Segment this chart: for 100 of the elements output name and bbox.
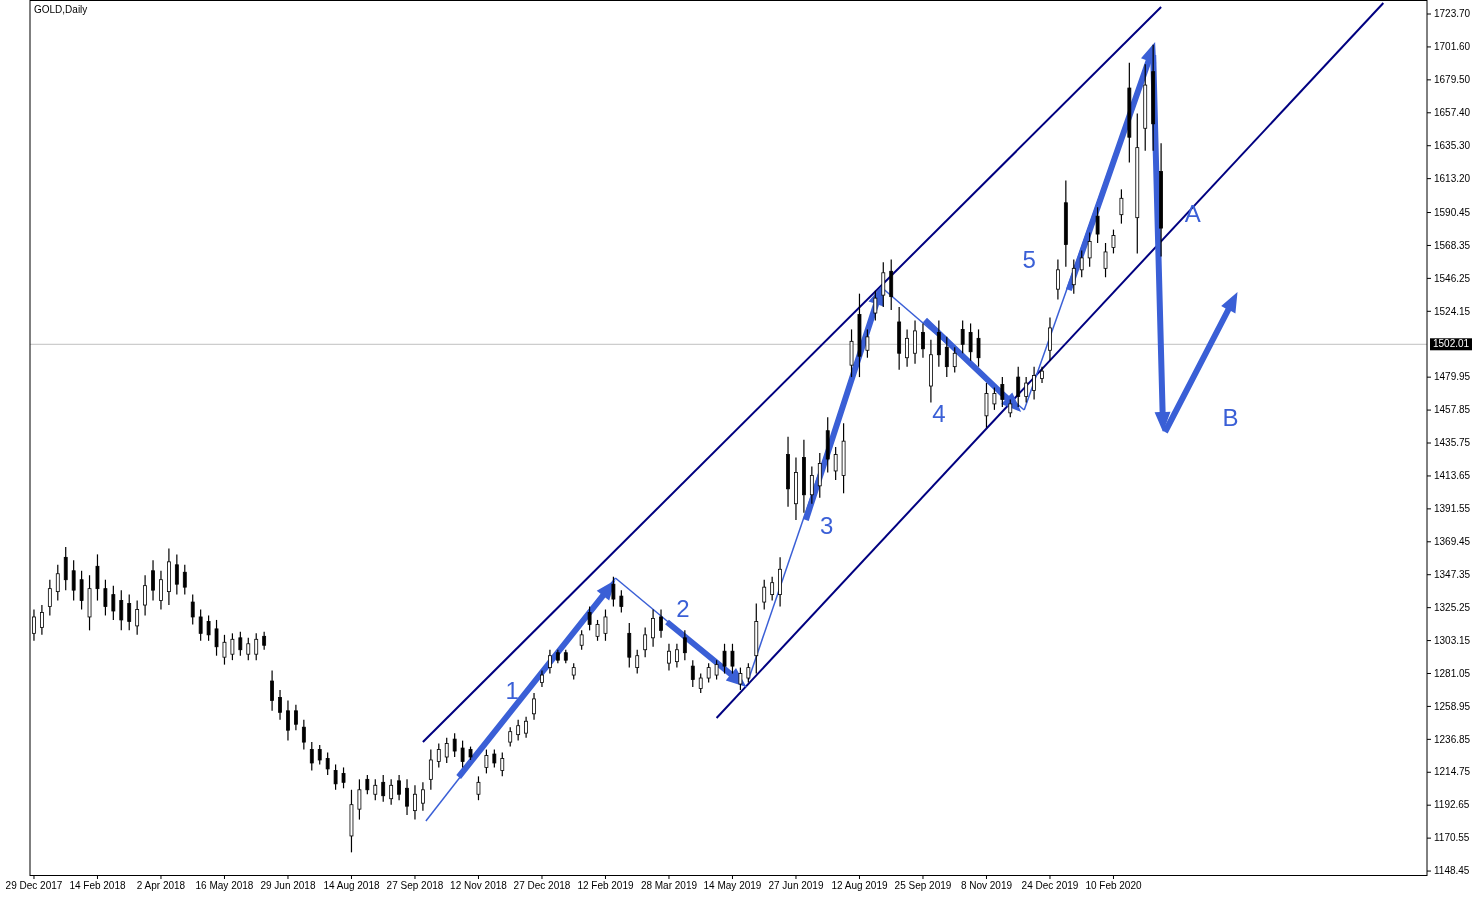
candlestick bbox=[1119, 188, 1124, 225]
candlestick bbox=[151, 559, 155, 602]
candlestick bbox=[190, 594, 195, 625]
candlestick bbox=[182, 564, 187, 596]
candlestick bbox=[71, 559, 76, 602]
x-tick-label: 24 Dec 2019 bbox=[1021, 880, 1079, 891]
y-tick-label: 1391.55 bbox=[1434, 503, 1471, 515]
candlestick bbox=[159, 570, 163, 611]
x-tick-label: 25 Sep 2019 bbox=[894, 880, 952, 891]
x-tick-label: 14 May 2019 bbox=[703, 880, 762, 891]
candlestick bbox=[849, 328, 854, 378]
candlestick bbox=[675, 643, 679, 669]
candlestick bbox=[1016, 366, 1021, 408]
y-tick-label: 1258.95 bbox=[1434, 700, 1471, 712]
candlestick bbox=[643, 626, 648, 658]
y-tick-label: 1723.70 bbox=[1434, 8, 1471, 20]
candlestick bbox=[913, 319, 917, 365]
candlestick bbox=[714, 659, 719, 681]
candlestick bbox=[460, 740, 465, 769]
x-tick-label: 14 Aug 2018 bbox=[323, 880, 380, 891]
candlestick bbox=[254, 632, 259, 661]
candlestick bbox=[667, 643, 671, 672]
candlestick bbox=[706, 662, 711, 684]
x-tick-label: 27 Dec 2018 bbox=[513, 880, 571, 891]
candlestick bbox=[659, 608, 663, 639]
candlestick bbox=[1000, 376, 1005, 408]
candlestick bbox=[341, 766, 346, 789]
candlestick bbox=[508, 726, 513, 748]
annotation: 2 bbox=[676, 595, 690, 622]
candlestick bbox=[587, 605, 592, 631]
candlestick bbox=[516, 719, 521, 742]
candlestick bbox=[246, 637, 251, 661]
annotation: 3 bbox=[820, 512, 834, 539]
x-tick-label: 12 Aug 2019 bbox=[831, 880, 888, 891]
candlestick bbox=[119, 589, 124, 631]
candlestick bbox=[452, 732, 457, 758]
y-tick-label: 1347.35 bbox=[1434, 568, 1471, 580]
candlestick bbox=[373, 778, 378, 801]
x-tick-label: 16 May 2018 bbox=[195, 880, 254, 891]
candlestick bbox=[357, 778, 362, 821]
candlestick bbox=[595, 619, 600, 642]
candlestick bbox=[55, 564, 60, 602]
x-tick-label: 29 Dec 2017 bbox=[5, 880, 63, 891]
candlestick bbox=[809, 465, 814, 505]
candlestick bbox=[992, 386, 997, 411]
candlestick bbox=[1111, 228, 1116, 255]
candlestick bbox=[428, 748, 433, 791]
candlestick bbox=[143, 574, 147, 617]
candlestick bbox=[1079, 249, 1084, 278]
y-tick-label: 1214.75 bbox=[1434, 766, 1471, 778]
candlestick bbox=[984, 382, 989, 429]
candlestick bbox=[397, 774, 401, 801]
y-tick-label: 1657.40 bbox=[1434, 106, 1471, 118]
candlestick bbox=[1048, 316, 1052, 362]
y-tick-label: 1369.45 bbox=[1434, 535, 1471, 547]
candlestick bbox=[1095, 206, 1100, 244]
candlestick bbox=[278, 689, 282, 721]
candlestick bbox=[79, 570, 84, 611]
candlestick bbox=[619, 589, 624, 614]
candlestick bbox=[873, 290, 878, 322]
candlestick bbox=[968, 322, 973, 362]
y-tick-label: 1236.85 bbox=[1434, 733, 1471, 745]
y-tick-label: 1413.65 bbox=[1434, 470, 1471, 482]
candlestick bbox=[309, 741, 314, 772]
candlestick bbox=[730, 643, 735, 675]
candlestick bbox=[921, 322, 925, 359]
candlestick bbox=[651, 608, 655, 648]
candlestick bbox=[135, 599, 140, 636]
candlestick bbox=[405, 778, 409, 816]
candlestick bbox=[413, 784, 417, 821]
candlestick bbox=[238, 631, 243, 657]
y-tick-label: 1303.15 bbox=[1434, 634, 1471, 646]
candlestick bbox=[436, 742, 441, 769]
candlestick bbox=[198, 608, 203, 642]
x-tick-label: 28 Mar 2019 bbox=[640, 880, 698, 891]
y-tick-label: 1546.25 bbox=[1434, 272, 1471, 284]
x-tick-label: 29 Jun 2018 bbox=[260, 880, 316, 891]
y-tick-label: 1281.05 bbox=[1434, 667, 1471, 679]
y-tick-label: 1590.45 bbox=[1434, 206, 1471, 218]
candlestick bbox=[698, 672, 703, 694]
candlestick bbox=[746, 662, 751, 684]
y-tick-label: 1170.55 bbox=[1434, 832, 1470, 844]
x-tick-label: 14 Feb 2018 bbox=[69, 880, 126, 891]
candlestick bbox=[944, 336, 949, 378]
candlestick bbox=[174, 553, 179, 596]
candlestick bbox=[230, 632, 235, 661]
x-tick-label: 12 Nov 2018 bbox=[450, 880, 508, 891]
candlestick bbox=[532, 692, 536, 721]
candlestick bbox=[627, 622, 632, 669]
candlestick bbox=[444, 737, 449, 764]
candlestick bbox=[952, 346, 957, 374]
candlestick bbox=[762, 579, 767, 611]
candlestick bbox=[222, 634, 227, 666]
candlestick bbox=[500, 751, 505, 777]
candlestick bbox=[611, 576, 616, 608]
candlestick bbox=[365, 774, 370, 795]
chart-title: GOLD,Daily bbox=[34, 4, 88, 15]
candlestick bbox=[548, 649, 552, 675]
candlestick bbox=[325, 751, 330, 776]
candlestick bbox=[682, 629, 687, 661]
